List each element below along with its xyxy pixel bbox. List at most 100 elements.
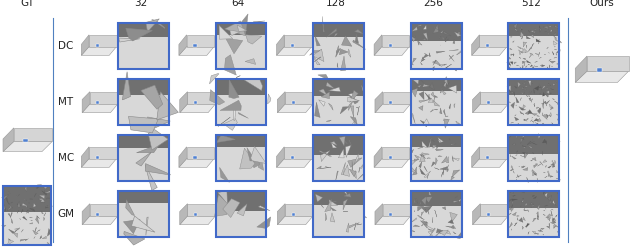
- Polygon shape: [17, 204, 19, 207]
- Polygon shape: [421, 196, 426, 206]
- Polygon shape: [537, 215, 538, 220]
- Polygon shape: [556, 178, 561, 180]
- Polygon shape: [543, 114, 547, 120]
- Polygon shape: [44, 213, 46, 216]
- Polygon shape: [528, 48, 531, 52]
- Polygon shape: [284, 35, 312, 47]
- Polygon shape: [21, 229, 23, 232]
- Polygon shape: [510, 62, 513, 64]
- Polygon shape: [544, 101, 546, 104]
- Polygon shape: [337, 63, 338, 68]
- Polygon shape: [520, 205, 522, 207]
- Polygon shape: [550, 30, 552, 31]
- Polygon shape: [438, 230, 448, 235]
- Polygon shape: [428, 232, 432, 236]
- Polygon shape: [553, 224, 558, 227]
- Polygon shape: [429, 228, 435, 237]
- Polygon shape: [527, 210, 529, 212]
- Polygon shape: [147, 117, 170, 129]
- Polygon shape: [455, 70, 457, 71]
- Polygon shape: [449, 139, 450, 140]
- Polygon shape: [445, 64, 451, 68]
- Polygon shape: [444, 31, 451, 36]
- Polygon shape: [315, 35, 320, 46]
- Polygon shape: [536, 123, 537, 126]
- Polygon shape: [426, 22, 428, 23]
- Polygon shape: [180, 204, 188, 225]
- Polygon shape: [439, 36, 441, 39]
- Polygon shape: [419, 162, 422, 168]
- Polygon shape: [82, 104, 118, 113]
- Polygon shape: [421, 153, 429, 156]
- Bar: [508, 23, 559, 36]
- Polygon shape: [523, 105, 525, 109]
- Polygon shape: [430, 110, 433, 112]
- Polygon shape: [343, 199, 348, 210]
- Polygon shape: [537, 212, 538, 217]
- Bar: [216, 95, 266, 125]
- Polygon shape: [8, 229, 15, 233]
- Polygon shape: [330, 213, 335, 222]
- Polygon shape: [523, 42, 527, 47]
- Polygon shape: [509, 207, 511, 210]
- Bar: [508, 95, 559, 125]
- Polygon shape: [435, 168, 439, 170]
- Bar: [193, 44, 196, 47]
- Polygon shape: [340, 56, 346, 71]
- Polygon shape: [517, 46, 521, 49]
- Bar: [508, 135, 559, 181]
- Bar: [411, 191, 461, 237]
- Text: 128: 128: [326, 0, 346, 8]
- Polygon shape: [516, 151, 518, 152]
- Polygon shape: [352, 161, 353, 170]
- Polygon shape: [525, 66, 527, 67]
- Bar: [216, 79, 266, 95]
- Polygon shape: [536, 164, 538, 165]
- Polygon shape: [531, 160, 533, 161]
- Polygon shape: [528, 232, 529, 234]
- Polygon shape: [319, 167, 331, 168]
- Polygon shape: [513, 41, 514, 42]
- Polygon shape: [457, 232, 461, 239]
- Bar: [508, 191, 559, 237]
- Polygon shape: [516, 135, 517, 138]
- Polygon shape: [530, 65, 532, 67]
- Polygon shape: [8, 213, 11, 217]
- Polygon shape: [512, 203, 513, 207]
- Polygon shape: [411, 218, 417, 223]
- Polygon shape: [532, 121, 534, 123]
- Bar: [216, 147, 266, 181]
- Polygon shape: [6, 198, 8, 204]
- Polygon shape: [529, 98, 531, 99]
- Bar: [313, 155, 364, 181]
- Polygon shape: [7, 240, 13, 245]
- Polygon shape: [511, 54, 515, 55]
- Bar: [411, 23, 461, 69]
- Bar: [313, 135, 364, 181]
- Polygon shape: [326, 120, 332, 121]
- Polygon shape: [136, 144, 159, 153]
- Polygon shape: [424, 197, 433, 203]
- Polygon shape: [510, 169, 513, 171]
- Polygon shape: [349, 169, 356, 177]
- Polygon shape: [326, 82, 335, 89]
- Polygon shape: [356, 224, 362, 225]
- Polygon shape: [15, 230, 16, 233]
- Polygon shape: [321, 204, 324, 208]
- Polygon shape: [319, 100, 325, 106]
- Polygon shape: [522, 48, 523, 49]
- Polygon shape: [534, 86, 539, 90]
- Polygon shape: [447, 157, 449, 163]
- Bar: [313, 135, 364, 155]
- Polygon shape: [316, 194, 323, 202]
- Polygon shape: [547, 217, 551, 219]
- Polygon shape: [47, 242, 49, 244]
- Polygon shape: [421, 224, 424, 226]
- Polygon shape: [348, 102, 353, 110]
- Polygon shape: [557, 63, 560, 64]
- Polygon shape: [514, 62, 516, 64]
- Polygon shape: [180, 104, 216, 113]
- Polygon shape: [434, 96, 435, 101]
- Polygon shape: [534, 119, 540, 121]
- Polygon shape: [341, 163, 346, 175]
